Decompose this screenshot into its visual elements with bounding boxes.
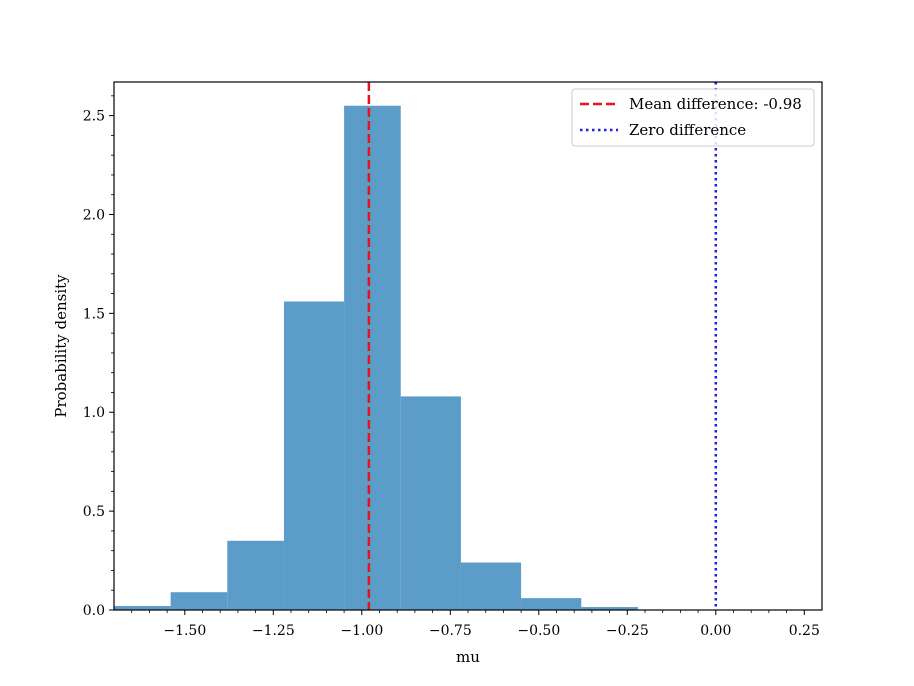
legend-mean-label: Mean difference: -0.98	[629, 95, 802, 113]
histogram-bar-8	[581, 607, 638, 610]
y-tick-label: 0.5	[83, 504, 105, 520]
histogram-bar-6	[460, 562, 522, 610]
x-tick-label: −1.50	[163, 623, 206, 639]
histogram-bar-1	[170, 592, 228, 610]
y-tick-label: 1.5	[83, 306, 105, 322]
histogram-bar-4	[344, 105, 401, 610]
x-tick-label: −0.75	[429, 623, 472, 639]
x-axis: −1.50 −1.25 −1.00 −0.75 −0.50 −0.25 0.00 0.25	[131, 610, 820, 639]
x-tick-label: −0.50	[517, 623, 560, 639]
x-tick-label: 0.00	[700, 623, 731, 639]
x-tick-label: −1.00	[340, 623, 383, 639]
y-tick-label: 2.0	[83, 207, 105, 223]
reference-lines	[367, 82, 718, 610]
legend-zero-label: Zero difference	[629, 121, 746, 139]
x-tick-label: −1.25	[252, 623, 295, 639]
histogram-bar-3	[283, 301, 345, 610]
x-axis-title: mu	[456, 648, 480, 666]
histogram-bar-7	[521, 598, 582, 610]
histogram-bars	[114, 105, 638, 610]
histogram-bar-2	[227, 540, 284, 610]
y-axis-title: Probability density	[52, 274, 70, 418]
y-tick-label: 2.5	[83, 109, 105, 125]
legend-box	[571, 88, 815, 147]
y-axis: 0.0 0.5 1.0 1.5 2.0 2.5	[83, 95, 114, 619]
y-tick-label: 1.0	[83, 405, 105, 421]
histogram-bar-5	[400, 396, 461, 610]
x-tick-label: −0.25	[606, 623, 649, 639]
histogram-bar-0	[114, 606, 171, 610]
x-tick-label: 0.25	[789, 623, 820, 639]
legend: Mean difference: -0.98 Zero difference	[571, 88, 815, 147]
y-tick-label: 0.0	[83, 603, 105, 619]
